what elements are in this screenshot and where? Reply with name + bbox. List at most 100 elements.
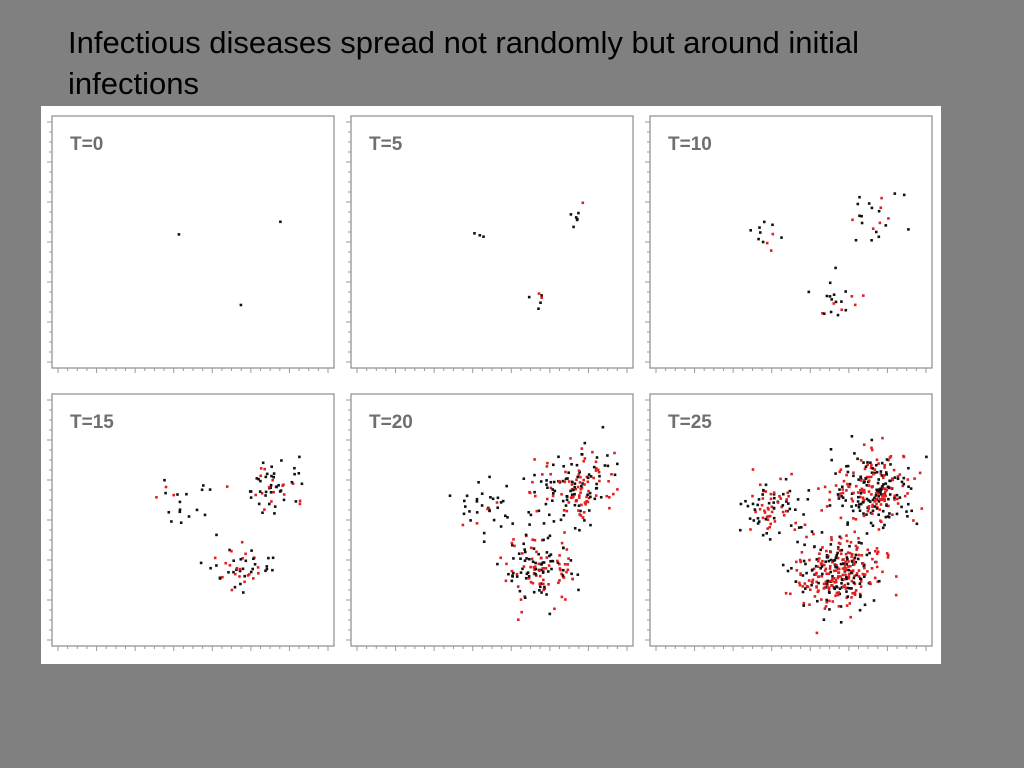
point-red xyxy=(887,458,890,462)
point-red xyxy=(836,576,840,580)
point-red xyxy=(868,581,872,584)
axis-ticks xyxy=(645,399,927,651)
point-black xyxy=(561,499,565,503)
point-black xyxy=(807,290,811,294)
point-black xyxy=(854,560,858,564)
point-red xyxy=(542,567,545,570)
point-red xyxy=(844,552,848,556)
point-red xyxy=(560,595,564,599)
point-black xyxy=(570,493,574,497)
point-red xyxy=(872,472,875,476)
point-black xyxy=(878,579,881,583)
point-black xyxy=(863,603,867,607)
point-red xyxy=(769,497,773,501)
point-red xyxy=(835,563,838,567)
point-black xyxy=(865,553,869,557)
point-red xyxy=(850,579,854,583)
point-red xyxy=(817,487,820,490)
point-red xyxy=(230,549,233,553)
point-red xyxy=(790,472,793,476)
point-black xyxy=(850,492,854,495)
point-black xyxy=(810,530,814,533)
point-black xyxy=(549,560,552,563)
point-black xyxy=(235,568,238,571)
point-red xyxy=(565,570,568,574)
point-red xyxy=(866,570,869,573)
point-black xyxy=(542,522,546,525)
point-red xyxy=(879,206,883,209)
point-black xyxy=(272,472,276,475)
point-black xyxy=(834,556,838,560)
point-black xyxy=(549,480,553,484)
point-red xyxy=(527,577,531,580)
point-black xyxy=(499,525,503,528)
point-black xyxy=(749,229,752,232)
point-red xyxy=(538,574,542,578)
point-black xyxy=(588,491,592,495)
point-black xyxy=(573,485,576,489)
point-black xyxy=(846,595,850,598)
point-red xyxy=(860,487,864,491)
point-red xyxy=(597,470,601,474)
point-black xyxy=(925,455,928,459)
point-red xyxy=(585,495,588,499)
point-red xyxy=(871,227,875,230)
point-black xyxy=(878,488,881,491)
point-red xyxy=(781,510,785,514)
point-black xyxy=(885,504,888,507)
point-red xyxy=(566,568,570,572)
point-red xyxy=(859,489,862,492)
point-black xyxy=(869,461,872,464)
point-black xyxy=(794,580,798,583)
point-black xyxy=(581,482,584,485)
point-black xyxy=(601,425,605,429)
point-black xyxy=(845,577,848,581)
point-black xyxy=(765,532,768,535)
point-black xyxy=(827,559,831,563)
point-black xyxy=(863,480,866,484)
point-red xyxy=(847,565,850,568)
point-black xyxy=(595,482,598,486)
point-red xyxy=(786,491,789,495)
point-red xyxy=(560,541,564,545)
point-black xyxy=(477,481,480,484)
point-black xyxy=(850,587,853,590)
point-black xyxy=(569,489,572,493)
point-red xyxy=(848,551,852,555)
point-red xyxy=(267,485,271,489)
point-red xyxy=(535,574,538,577)
point-red xyxy=(831,584,834,587)
point-red xyxy=(778,495,781,498)
point-black xyxy=(832,586,836,589)
point-red xyxy=(828,567,832,570)
point-red xyxy=(817,575,821,578)
point-red xyxy=(883,466,886,469)
point-red xyxy=(213,556,217,560)
point-red xyxy=(881,570,884,574)
point-red xyxy=(240,540,244,544)
point-black xyxy=(258,490,262,493)
point-red xyxy=(563,531,566,534)
point-red xyxy=(853,574,856,578)
point-black xyxy=(510,579,514,583)
point-black xyxy=(826,579,829,583)
point-red xyxy=(831,600,835,603)
point-red xyxy=(809,588,812,591)
point-red xyxy=(885,488,889,492)
point-black xyxy=(587,473,591,476)
point-black xyxy=(804,562,807,566)
point-black xyxy=(880,474,884,477)
point-red xyxy=(830,579,834,583)
point-red xyxy=(587,496,591,500)
point-red xyxy=(764,490,768,493)
point-red xyxy=(272,490,275,494)
point-red xyxy=(913,477,916,480)
point-red xyxy=(773,520,777,523)
point-black xyxy=(877,478,880,481)
point-black xyxy=(552,463,555,467)
point-black xyxy=(828,504,832,507)
panel-t-5: T=5 xyxy=(346,115,634,373)
point-red xyxy=(583,457,587,460)
point-red xyxy=(847,575,851,578)
point-black xyxy=(250,549,253,552)
